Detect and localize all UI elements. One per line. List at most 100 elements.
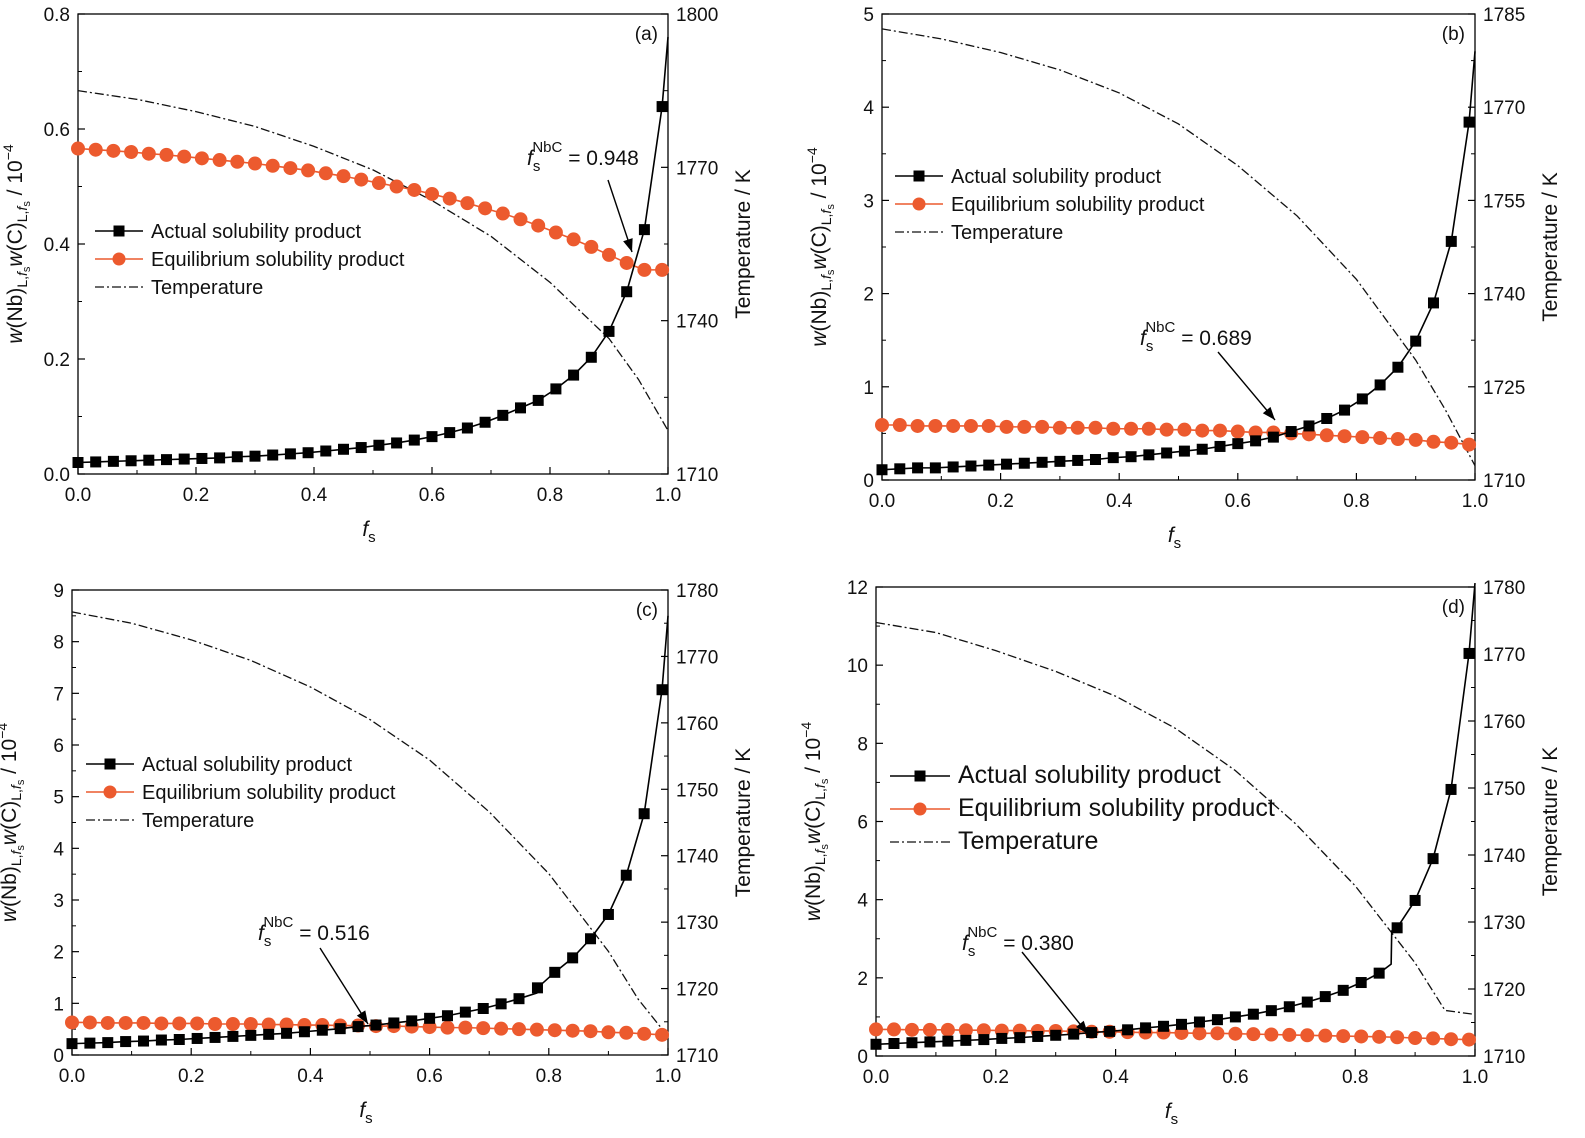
- y-left-tick-label: 8: [857, 734, 868, 755]
- equilibrium-point: [124, 145, 139, 159]
- y-right-tick-label: 1780: [1483, 578, 1525, 599]
- y-left-tick-label: 9: [53, 581, 64, 602]
- equilibrium-point: [940, 1022, 955, 1037]
- equilibrium-point: [265, 158, 280, 173]
- y-right-axis-title: Temperature / K: [1539, 747, 1562, 896]
- y-left-axis-title: w(Nb)L,fsw(C)L,fs / 10−4: [0, 144, 33, 344]
- actual-point: [320, 445, 332, 457]
- equilibrium-point: [892, 418, 907, 433]
- equilibrium-point: [1210, 1026, 1225, 1041]
- legend-equilibrium-marker: [912, 197, 926, 211]
- equilibrium-point: [354, 172, 369, 187]
- equilibrium-point: [566, 232, 581, 247]
- annotation: fsNbC = 0.689: [1140, 319, 1276, 421]
- equilibrium-point: [565, 1023, 580, 1038]
- series-actual-line: [881, 51, 1476, 471]
- actual-point: [426, 431, 438, 443]
- equilibrium-point: [922, 1022, 937, 1037]
- equilibrium-point: [1213, 423, 1228, 438]
- y-left-tick-label: 0.8: [44, 5, 70, 26]
- actual-point: [191, 1032, 203, 1044]
- x-tick-label: 0.4: [301, 485, 328, 506]
- equilibrium-point: [460, 196, 475, 211]
- actual-point: [1232, 438, 1244, 450]
- equilibrium-point: [336, 169, 351, 184]
- actual-point: [1283, 1001, 1295, 1013]
- annotation: fsNbC = 0.516: [258, 914, 370, 1025]
- y-right-tick-label: 1780: [676, 581, 718, 602]
- annotation-arrow-shaft: [1021, 951, 1089, 1035]
- equilibrium-point: [637, 1026, 652, 1041]
- equilibrium-point: [1355, 430, 1370, 445]
- y-left-axis-title: w(Nb)L,fsw(C)L,fs / 10−4: [804, 147, 837, 347]
- equilibrium-point: [1462, 437, 1477, 452]
- x-tick-label: 1.0: [655, 485, 681, 506]
- series-equilibrium-line: [876, 1028, 1470, 1041]
- y-left-tick-label: 12: [847, 578, 868, 599]
- y-right-tick-label: 1740: [1483, 846, 1525, 867]
- actual-point: [656, 684, 668, 696]
- actual-point: [173, 1034, 185, 1045]
- equilibrium-point: [655, 262, 670, 277]
- y-left-axis-title: w(Nb)L,fsw(C)L,fs / 10−4: [798, 722, 831, 922]
- actual-point: [585, 351, 597, 363]
- x-tick-label: 0.8: [1342, 1067, 1368, 1088]
- panel-d: 0.0 0.2 0.4 0.6 0.8 1.0 0 2 4 6 8 10 12 1710 1720 1730 1…: [798, 578, 1562, 1128]
- legend-label: Actual solubility product: [951, 166, 1162, 188]
- y-right-tick-label: 1750: [1483, 779, 1525, 800]
- annotation-text: fsNbC = 0.689: [1140, 319, 1252, 355]
- equilibrium-point: [547, 1023, 562, 1038]
- legend: Actual solubility product Equilibrium sol…: [86, 754, 396, 832]
- actual-point: [370, 1019, 382, 1031]
- actual-point: [1196, 443, 1208, 455]
- actual-point: [1122, 1024, 1134, 1036]
- panel-label: (a): [635, 24, 658, 45]
- legend: Actual solubility product Equilibrium sol…: [890, 761, 1275, 855]
- actual-point: [1410, 335, 1422, 347]
- equilibrium-point: [154, 1016, 169, 1031]
- actual-point: [942, 1035, 954, 1047]
- actual-point: [1355, 977, 1367, 989]
- actual-point: [1032, 1030, 1044, 1042]
- y-right-tick-label: 1710: [676, 1046, 718, 1067]
- actual-point: [1247, 1008, 1259, 1020]
- equilibrium-point: [601, 1025, 616, 1040]
- actual-point: [125, 455, 137, 467]
- actual-point: [1014, 1032, 1026, 1044]
- equilibrium-point: [512, 1022, 526, 1037]
- actual-point: [1143, 449, 1155, 461]
- actual-point: [888, 1037, 900, 1049]
- x-axis-title: fs: [359, 1099, 372, 1127]
- actual-point: [138, 1035, 150, 1047]
- equilibrium-point: [1195, 423, 1210, 438]
- actual-point: [1373, 967, 1385, 979]
- equilibrium-point: [476, 1021, 491, 1036]
- equilibrium-point: [100, 1015, 115, 1030]
- legend-equilibrium-marker: [103, 785, 117, 799]
- actual-point: [284, 448, 296, 460]
- equilibrium-point: [531, 218, 546, 233]
- actual-point: [1356, 393, 1368, 405]
- actual-point: [102, 1037, 114, 1049]
- annotation-arrow-shaft: [319, 947, 369, 1025]
- y-right-tick-label: 1770: [1483, 645, 1525, 666]
- y-right-tick-label: 1730: [1483, 913, 1525, 934]
- legend-actual-marker: [914, 770, 926, 782]
- y-right-tick-label: 1770: [1483, 98, 1525, 119]
- x-tick-label: 0.2: [987, 491, 1013, 512]
- equilibrium-point: [159, 147, 174, 162]
- equilibrium-point: [1337, 429, 1352, 444]
- equilibrium-point: [458, 1020, 473, 1035]
- equilibrium-point: [529, 1022, 544, 1037]
- equilibrium-point: [1124, 421, 1139, 436]
- series-temperature-line: [875, 621, 1476, 1016]
- y-right-tick-label: 1740: [676, 847, 718, 868]
- actual-point: [1391, 922, 1403, 934]
- actual-point: [1427, 297, 1439, 309]
- y-right-tick-label: 1760: [676, 714, 718, 735]
- equilibrium-point: [71, 141, 85, 156]
- actual-point: [459, 1006, 471, 1018]
- annotation-text: fsNbC = 0.948: [527, 139, 639, 175]
- series-temperature-line: [77, 90, 669, 431]
- equilibrium-point: [1390, 1030, 1405, 1045]
